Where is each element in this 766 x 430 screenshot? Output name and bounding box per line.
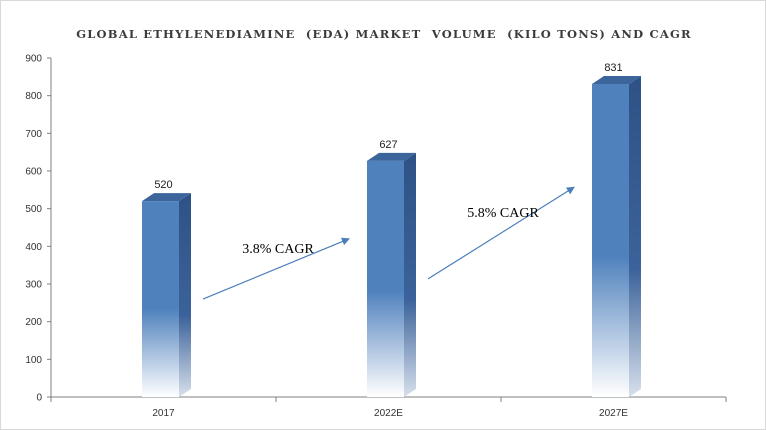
y-tick-label: 800	[25, 91, 42, 102]
bar-top-face	[367, 152, 416, 161]
bar-top-face	[592, 75, 641, 84]
cagr-arrow-2	[427, 186, 575, 280]
bar-side-face	[629, 75, 641, 398]
bar-2027E	[592, 75, 641, 398]
x-tick-label-2027E: 2027E	[599, 408, 628, 419]
bar-front-face	[142, 201, 179, 397]
cagr-arrow-1	[202, 237, 350, 300]
y-tick-label: 0	[36, 393, 42, 404]
data-label-2017: 520	[154, 179, 172, 191]
bar-front-face	[367, 160, 404, 397]
bar-side-face	[179, 193, 191, 397]
data-label-2027E: 831	[604, 62, 622, 74]
y-tick-label: 900	[25, 54, 42, 65]
cagr-label-2: 5.8% CAGR	[467, 206, 539, 221]
x-tick-label-2022E: 2022E	[374, 408, 403, 419]
y-tick-label: 300	[25, 280, 42, 291]
chart-title: GLOBAL ETHYLENEDIAMINE (EDA) MARKET VOLU…	[76, 27, 692, 41]
y-tick-label: 400	[25, 242, 42, 253]
bar-side-face	[404, 152, 416, 397]
x-tick-label-2017: 2017	[152, 408, 175, 419]
y-tick-label: 500	[25, 204, 42, 215]
bar-2022E	[367, 152, 416, 397]
bar-front-face	[592, 83, 629, 398]
y-tick-label: 600	[25, 167, 42, 178]
bar-top-face	[142, 193, 191, 202]
y-tick-label: 100	[25, 355, 42, 366]
y-tick-label: 700	[25, 129, 42, 140]
cagr-label-1: 3.8% CAGR	[242, 242, 314, 257]
bar-2017	[142, 193, 191, 397]
y-tick-label: 200	[25, 317, 42, 328]
data-label-2022E: 627	[379, 139, 397, 151]
